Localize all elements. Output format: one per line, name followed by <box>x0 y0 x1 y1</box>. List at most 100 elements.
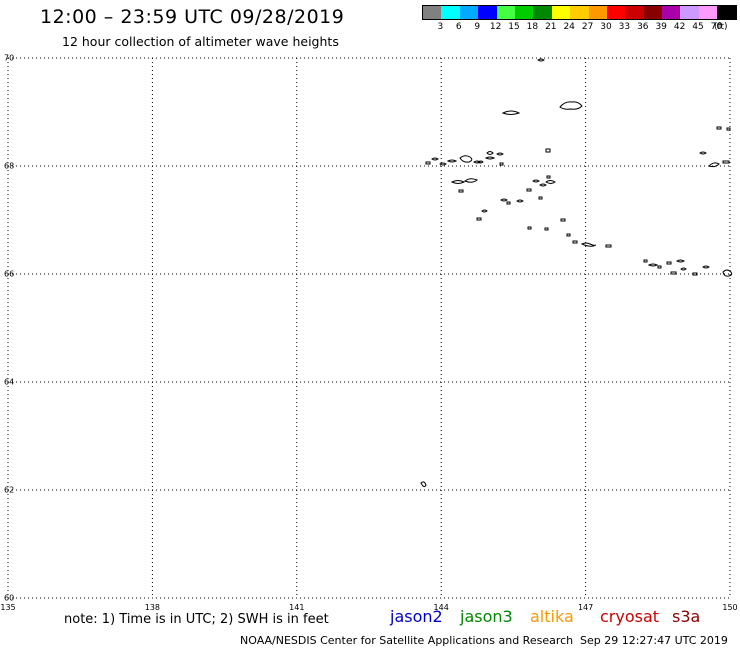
latitude-tick: 64 <box>4 377 15 387</box>
island-outline <box>722 269 733 277</box>
island-outline <box>538 196 543 200</box>
colorbar-swatch <box>662 6 681 19</box>
island-outline <box>420 481 427 488</box>
map-gridlines <box>7 57 731 599</box>
colorbar-swatch <box>606 6 626 19</box>
island-outline <box>572 240 578 244</box>
longitude-tick: 138 <box>144 603 161 612</box>
colorbar-swatch <box>514 6 534 19</box>
colorbar-swatch <box>625 6 644 19</box>
colorbar-labels: 3 6 9 12 15 18 21 24 27 30 33 36 39 42 45 70 <box>0 22 740 34</box>
island-outline <box>459 155 473 163</box>
island-outline <box>446 159 458 163</box>
longitude-tick: 141 <box>289 603 305 612</box>
island-outline <box>699 151 707 155</box>
footer-organization: NOAA/NESDIS Center for Satellite Applica… <box>240 634 574 647</box>
island-outline <box>439 162 447 166</box>
colorbar-label: 24 <box>563 22 575 32</box>
figure-subtitle: 12 hour collection of altimeter wave hei… <box>62 34 339 49</box>
colorbar-label: 33 <box>618 22 631 32</box>
colorbar-swatch <box>533 6 552 19</box>
legend-jason2: jason2 <box>390 607 443 626</box>
island-outline <box>726 127 731 131</box>
legend-jason3: jason3 <box>460 607 513 626</box>
island-outline <box>643 259 648 263</box>
island-outline <box>708 162 720 168</box>
island-outline <box>545 180 556 184</box>
island-outline <box>516 199 524 203</box>
longitude-tick: 147 <box>577 603 594 612</box>
colorbar-label: 45 <box>692 22 704 32</box>
latitude-tick: 66 <box>4 269 15 279</box>
island-outline <box>425 161 431 165</box>
colorbar-label: 12 <box>489 22 502 32</box>
legend-altika: altika <box>530 607 574 626</box>
latitude-tick: 68 <box>4 161 15 171</box>
colorbar-label: 21 <box>545 22 557 32</box>
colorbar-swatch <box>441 6 460 19</box>
island-outline <box>605 244 612 248</box>
island-outline <box>486 151 494 155</box>
island-outline <box>657 265 662 269</box>
island-outline <box>702 265 710 269</box>
island-outline <box>559 101 583 110</box>
wave-height-colorbar <box>422 5 737 20</box>
colorbar-swatch <box>496 6 515 19</box>
colorbar-label: 70 <box>710 22 723 32</box>
island-outline <box>527 226 532 230</box>
island-outline <box>647 263 659 267</box>
land-outlines <box>420 58 733 488</box>
colorbar-swatch <box>551 6 571 19</box>
colorbar-swatch <box>459 6 479 19</box>
island-outline <box>499 162 504 166</box>
island-outline <box>546 175 551 179</box>
island-outline <box>676 259 685 263</box>
island-outline <box>476 217 482 221</box>
colorbar-label: 18 <box>526 22 539 32</box>
colorbar-label: 39 <box>655 22 667 32</box>
colorbar-unit: (ft) <box>714 22 728 32</box>
legend-s3a: s3a <box>672 607 701 626</box>
island-outline <box>500 198 508 202</box>
island-outline <box>539 183 547 187</box>
colorbar-label: 30 <box>600 22 612 32</box>
island-outline <box>506 201 511 205</box>
island-outline <box>666 261 672 265</box>
island-outline <box>716 126 722 130</box>
island-outline <box>526 188 532 192</box>
island-outline <box>722 160 730 164</box>
colorbar-swatch <box>423 6 442 19</box>
legend-cryosat: cryosat <box>600 607 660 626</box>
island-outline <box>580 242 597 247</box>
island-outline <box>560 218 566 222</box>
colorbar-swatch <box>478 6 497 19</box>
colorbar-label: 36 <box>637 22 649 32</box>
colorbar-label: 9 <box>474 22 481 32</box>
latitude-tick: 60 <box>4 593 15 603</box>
colorbar-label: 42 <box>673 22 686 32</box>
island-outline <box>450 180 466 184</box>
island-outline <box>545 148 551 153</box>
latitude-tick: 70 <box>4 53 15 63</box>
footnote: note: 1) Time is in UTC; 2) SWH is in fe… <box>64 612 329 627</box>
island-outline <box>477 160 484 164</box>
longitude-tick: 135 <box>0 603 16 612</box>
island-outline <box>532 179 540 183</box>
island-outline <box>501 110 521 115</box>
island-outline <box>537 58 545 62</box>
figure-title: 12:00 – 23:59 UTC 09/28/2019 <box>40 6 345 28</box>
colorbar-label: 3 <box>437 22 444 32</box>
colorbar-swatch <box>643 6 663 19</box>
colorbar-label: 27 <box>581 22 594 32</box>
island-outline <box>473 160 481 164</box>
island-outline <box>692 272 698 276</box>
island-outline <box>481 209 488 213</box>
island-outline <box>566 233 571 237</box>
island-outline <box>458 189 464 193</box>
island-outline <box>670 271 677 275</box>
island-outline <box>431 157 439 161</box>
colorbar-label: 6 <box>455 22 462 32</box>
island-outline <box>484 156 496 160</box>
colorbar-label: 15 <box>508 22 520 32</box>
